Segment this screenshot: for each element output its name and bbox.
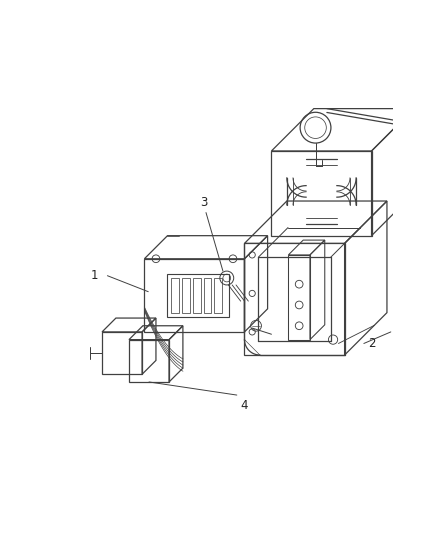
Text: 3: 3 <box>200 196 207 209</box>
Text: 4: 4 <box>240 399 248 412</box>
Text: 1: 1 <box>91 269 98 282</box>
Text: 2: 2 <box>367 337 375 350</box>
